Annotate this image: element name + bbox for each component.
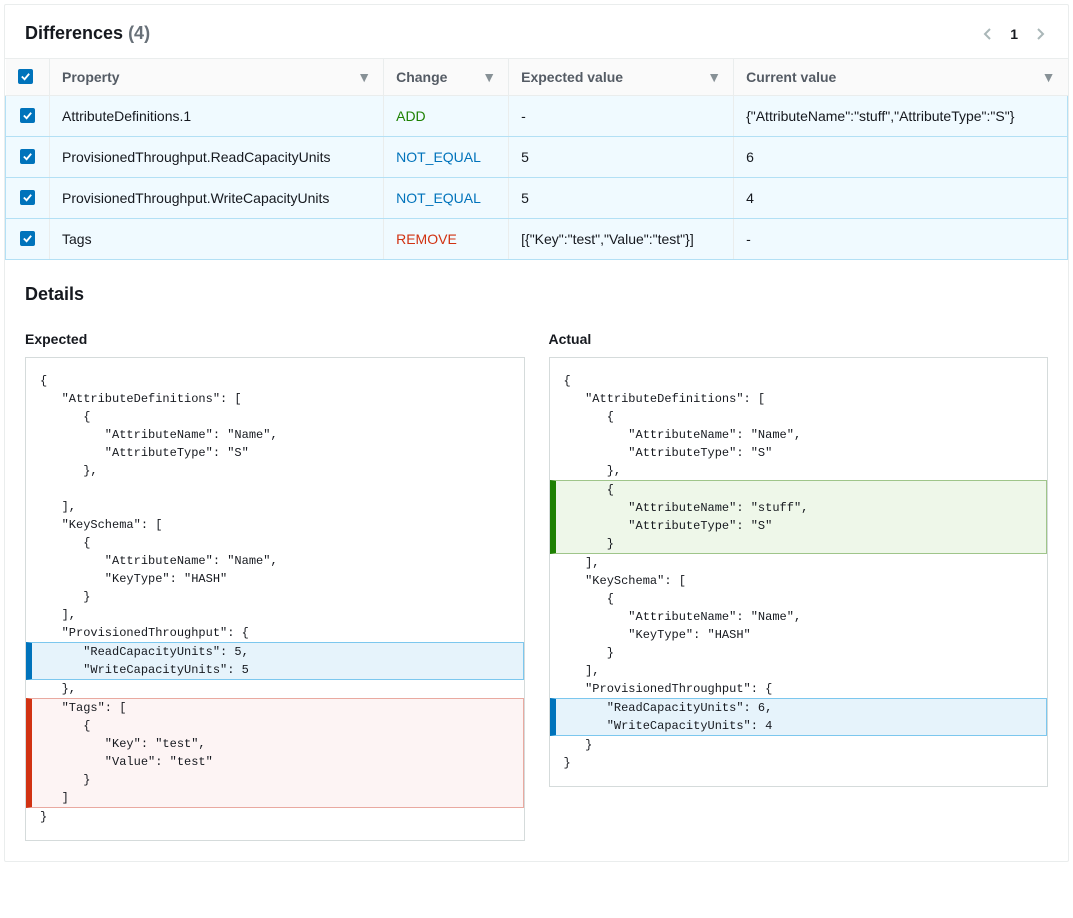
code-line: }: [26, 588, 524, 606]
code-line: "AttributeName": "Name",: [26, 552, 524, 570]
table-row[interactable]: TagsREMOVE[{"Key":"test","Value":"test"}…: [6, 219, 1068, 260]
sort-caret-icon: ▼: [1042, 69, 1056, 85]
sort-caret-icon: ▼: [482, 69, 496, 85]
title-count: (4): [128, 23, 150, 43]
row-checkbox-cell[interactable]: [6, 178, 50, 219]
code-line: "AttributeDefinitions": [: [550, 390, 1048, 408]
details-section: Details Expected { "AttributeDefinitions…: [5, 260, 1068, 861]
expected-column: Expected { "AttributeDefinitions": [ { "…: [25, 331, 525, 841]
code-line: "KeyType": "HASH": [26, 570, 524, 588]
code-line: "AttributeType": "S": [26, 444, 524, 462]
code-line: {: [26, 372, 524, 390]
col-expected-label: Expected value: [521, 69, 623, 85]
actual-column: Actual { "AttributeDefinitions": [ { "At…: [549, 331, 1049, 841]
table-row[interactable]: ProvisionedThroughput.WriteCapacityUnits…: [6, 178, 1068, 219]
code-line: {: [26, 534, 524, 552]
cell-change: REMOVE: [384, 219, 509, 260]
col-current-label: Current value: [746, 69, 836, 85]
title-text: Differences: [25, 23, 123, 43]
panel-title: Differences (4): [25, 23, 150, 44]
code-line: "AttributeName": "Name",: [550, 608, 1048, 626]
sort-caret-icon: ▼: [357, 69, 371, 85]
code-line: ],: [26, 498, 524, 516]
table-row[interactable]: ProvisionedThroughput.ReadCapacityUnitsN…: [6, 137, 1068, 178]
code-line: {: [550, 590, 1048, 608]
cell-expected: 5: [509, 178, 734, 219]
diff-highlight-green: { "AttributeName": "stuff", "AttributeTy…: [550, 480, 1048, 554]
code-line: ],: [26, 606, 524, 624]
row-checkbox-cell[interactable]: [6, 219, 50, 260]
cell-current: {"AttributeName":"stuff","AttributeType"…: [734, 96, 1068, 137]
code-line: "AttributeName": "Name",: [550, 426, 1048, 444]
actual-label: Actual: [549, 331, 1049, 347]
cell-change: NOT_EQUAL: [384, 178, 509, 219]
differences-table: Property ▼ Change ▼ Expected value ▼ Cur…: [5, 59, 1068, 260]
col-property-label: Property: [62, 69, 120, 85]
sort-caret-icon: ▼: [707, 69, 721, 85]
cell-change: ADD: [384, 96, 509, 137]
code-line: ],: [550, 662, 1048, 680]
col-current[interactable]: Current value ▼: [734, 59, 1068, 96]
code-line: "ProvisionedThroughput": {: [550, 680, 1048, 698]
code-line: }: [550, 736, 1048, 754]
cell-current: 4: [734, 178, 1068, 219]
cell-current: -: [734, 219, 1068, 260]
actual-code: { "AttributeDefinitions": [ { "Attribute…: [549, 357, 1049, 787]
select-all-checkbox[interactable]: [18, 69, 33, 84]
code-line: "KeySchema": [: [26, 516, 524, 534]
col-property[interactable]: Property ▼: [50, 59, 384, 96]
differences-panel: Differences (4) 1 Property: [4, 4, 1069, 862]
prev-page-button[interactable]: [980, 26, 996, 42]
diff-highlight-red: "Tags": [ { "Key": "test", "Value": "tes…: [26, 698, 524, 808]
cell-expected: 5: [509, 137, 734, 178]
code-line: },: [26, 680, 524, 698]
cell-property: AttributeDefinitions.1: [50, 96, 384, 137]
cell-expected: [{"Key":"test","Value":"test"}]: [509, 219, 734, 260]
details-title: Details: [25, 284, 1048, 305]
cell-property: ProvisionedThroughput.ReadCapacityUnits: [50, 137, 384, 178]
row-checkbox[interactable]: [20, 231, 35, 246]
next-page-button[interactable]: [1032, 26, 1048, 42]
code-line: {: [26, 408, 524, 426]
select-all-header[interactable]: [6, 59, 50, 96]
expected-label: Expected: [25, 331, 525, 347]
cell-property: ProvisionedThroughput.WriteCapacityUnits: [50, 178, 384, 219]
code-line: },: [550, 462, 1048, 480]
code-line: "KeySchema": [: [550, 572, 1048, 590]
panel-header: Differences (4) 1: [5, 5, 1068, 59]
cell-expected: -: [509, 96, 734, 137]
expected-code: { "AttributeDefinitions": [ { "Attribute…: [25, 357, 525, 841]
row-checkbox[interactable]: [20, 190, 35, 205]
diff-highlight-blue: "ReadCapacityUnits": 6, "WriteCapacityUn…: [550, 698, 1048, 736]
code-line: "KeyType": "HASH": [550, 626, 1048, 644]
table-row[interactable]: AttributeDefinitions.1ADD-{"AttributeNam…: [6, 96, 1068, 137]
row-checkbox-cell[interactable]: [6, 96, 50, 137]
diff-highlight-blue: "ReadCapacityUnits": 5, "WriteCapacityUn…: [26, 642, 524, 680]
col-change-label: Change: [396, 69, 447, 85]
code-line: }: [550, 754, 1048, 772]
col-change[interactable]: Change ▼: [384, 59, 509, 96]
row-checkbox-cell[interactable]: [6, 137, 50, 178]
code-line: "AttributeName": "Name",: [26, 426, 524, 444]
code-line: }: [26, 808, 524, 826]
row-checkbox[interactable]: [20, 149, 35, 164]
code-line: {: [550, 372, 1048, 390]
code-line: "AttributeDefinitions": [: [26, 390, 524, 408]
col-expected[interactable]: Expected value ▼: [509, 59, 734, 96]
code-line: [26, 480, 524, 498]
page-number: 1: [1010, 26, 1018, 42]
code-line: ],: [550, 554, 1048, 572]
pagination: 1: [980, 26, 1048, 42]
code-line: "AttributeType": "S": [550, 444, 1048, 462]
cell-property: Tags: [50, 219, 384, 260]
code-line: },: [26, 462, 524, 480]
cell-current: 6: [734, 137, 1068, 178]
code-line: {: [550, 408, 1048, 426]
code-line: "ProvisionedThroughput": {: [26, 624, 524, 642]
cell-change: NOT_EQUAL: [384, 137, 509, 178]
row-checkbox[interactable]: [20, 108, 35, 123]
code-line: }: [550, 644, 1048, 662]
